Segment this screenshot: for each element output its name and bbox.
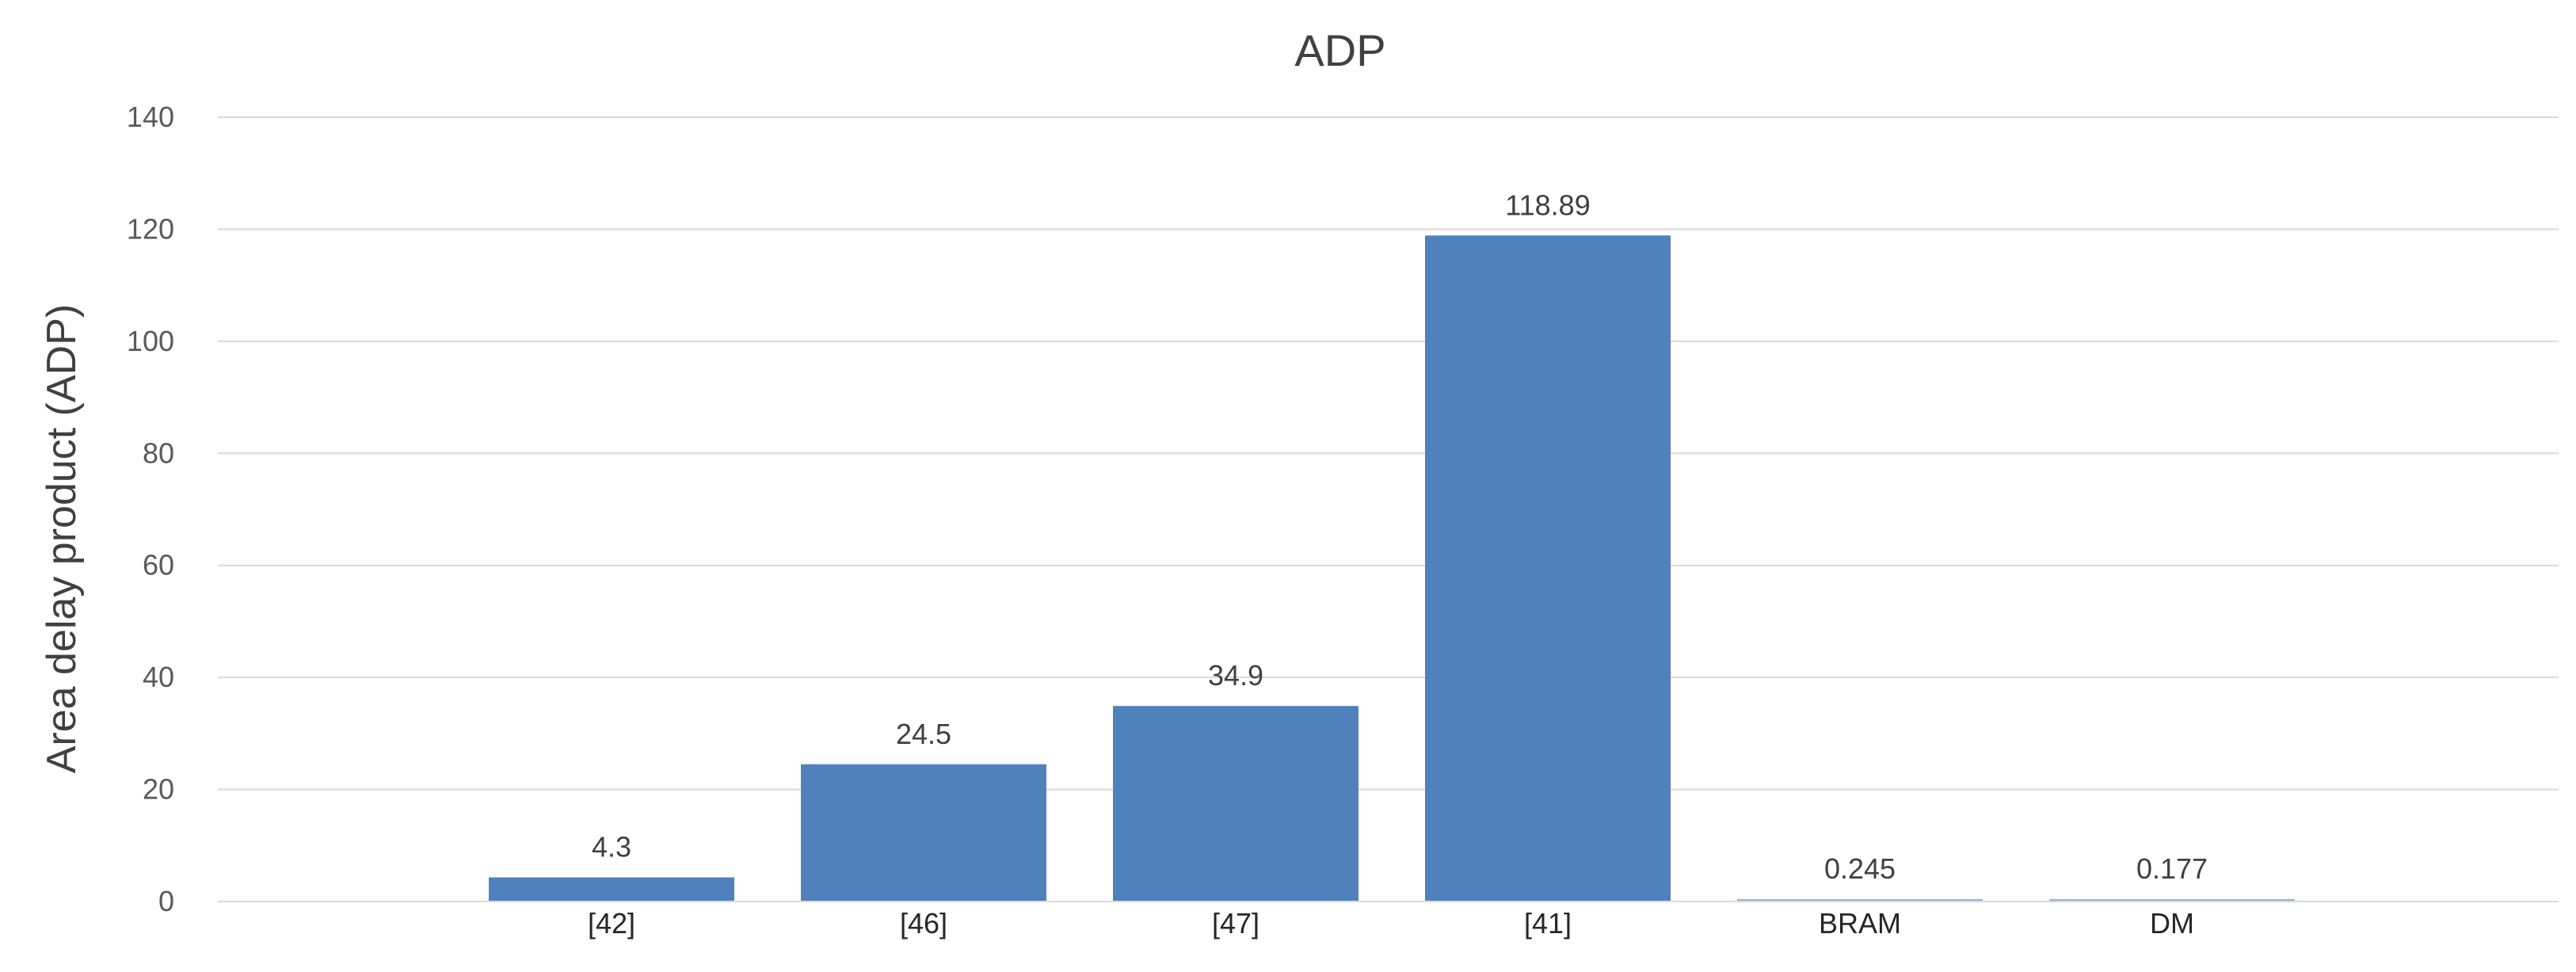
- data-label: 34.9: [1208, 659, 1263, 692]
- bar: [801, 764, 1046, 901]
- category-labels: [42] [46] [47] [41] BRAM DM: [588, 907, 2194, 940]
- bar: [1737, 899, 1983, 901]
- category-label: BRAM: [1819, 907, 1901, 940]
- y-axis-label: Area delay product (ADP): [39, 304, 85, 774]
- data-label: 4.3: [592, 831, 631, 863]
- bar: [1113, 706, 1358, 901]
- data-label: 0.177: [2136, 852, 2208, 885]
- chart-title: ADP: [1294, 25, 1385, 75]
- data-label: 118.89: [1505, 189, 1590, 221]
- y-tick-label: 100: [127, 325, 174, 357]
- y-axis-ticks: 0 20 40 60 80 100 120 140: [127, 101, 174, 917]
- category-label: [41]: [1524, 907, 1572, 940]
- y-tick-label: 20: [143, 773, 174, 806]
- y-tick-label: 80: [143, 436, 174, 469]
- bar: [1425, 235, 1671, 902]
- bars: [489, 235, 2295, 902]
- data-labels: 4.3 24.5 34.9 118.89 0.245 0.177: [592, 189, 2208, 885]
- category-label: [46]: [900, 907, 947, 940]
- y-tick-label: 140: [127, 101, 174, 133]
- category-label: [47]: [1212, 907, 1259, 940]
- category-label: DM: [2150, 907, 2194, 940]
- bar: [2049, 899, 2295, 901]
- bar: [489, 877, 734, 901]
- category-label: [42]: [588, 907, 635, 940]
- y-tick-label: 120: [127, 212, 174, 245]
- gridlines: [218, 116, 2559, 791]
- data-label: 0.245: [1824, 852, 1896, 885]
- y-tick-label: 60: [143, 549, 174, 581]
- y-tick-label: 0: [158, 885, 174, 917]
- data-label: 24.5: [896, 718, 951, 750]
- y-tick-label: 40: [143, 661, 174, 693]
